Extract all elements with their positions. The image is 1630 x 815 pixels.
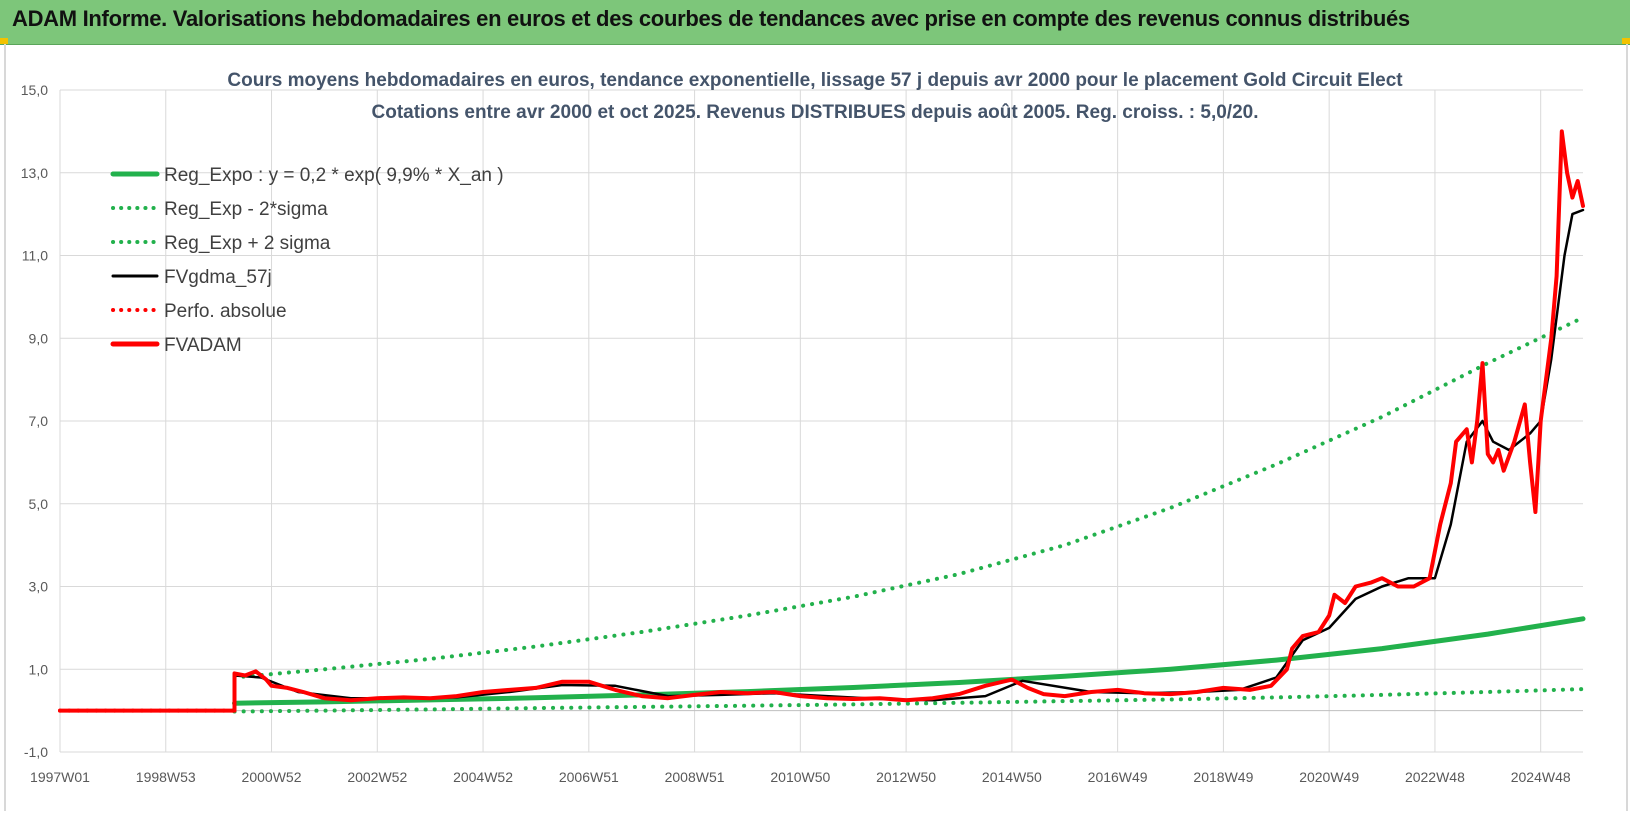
x-tick-label: 1998W53	[136, 769, 196, 785]
chart-frame	[4, 44, 1628, 811]
corner-mark-left	[0, 38, 8, 44]
series-lines	[58, 129, 1586, 714]
series-line	[232, 315, 1585, 680]
x-tick-label: 2012W50	[876, 769, 936, 785]
y-tick-label: 7,0	[29, 413, 49, 429]
legend-label: Reg_Exp - 2*sigma	[164, 199, 328, 220]
x-tick-label: 2018W49	[1193, 769, 1253, 785]
x-tick-label: 2020W49	[1299, 769, 1359, 785]
legend-label: Perfo. absolue	[164, 301, 287, 322]
series-line	[58, 129, 1585, 713]
series-line	[233, 208, 1585, 702]
legend-label: Reg_Expo : y = 0,2 * exp( 9,9% * X_an )	[164, 165, 504, 186]
y-tick-label: 1,0	[29, 661, 49, 677]
series-line	[232, 687, 1585, 714]
x-tick-label: 2022W48	[1405, 769, 1465, 785]
x-tick-label: 2024W48	[1511, 769, 1571, 785]
y-tick-label: 5,0	[29, 496, 49, 512]
y-tick-label: 9,0	[29, 330, 49, 346]
x-tick-label: 2016W49	[1088, 769, 1148, 785]
y-tick-label: 13,0	[21, 165, 48, 181]
y-tick-label: 3,0	[29, 579, 49, 595]
x-tick-label: 2006W51	[559, 769, 619, 785]
x-tick-label: 1997W01	[30, 769, 90, 785]
legend-label: FVgdma_57j	[164, 267, 272, 288]
chart-legend: Reg_Expo : y = 0,2 * exp( 9,9% * X_an ) R…	[110, 165, 504, 356]
series-line	[232, 616, 1586, 706]
y-tick-label: -1,0	[24, 744, 48, 760]
chart-title: Cours moyens hebdomadaires en euros, ten…	[227, 70, 1403, 91]
legend-label: Reg_Exp + 2 sigma	[164, 233, 331, 254]
y-tick-label: 15,0	[21, 82, 48, 98]
y-axis-ticks: 15,0 13,0 11,0 9,0 7,0 5,0 3,0 1,0 -1,0	[21, 82, 48, 760]
x-tick-label: 2002W52	[347, 769, 407, 785]
x-tick-label: 2004W52	[453, 769, 513, 785]
chart-grid	[59, 89, 1583, 753]
x-tick-label: 2014W50	[982, 769, 1042, 785]
x-tick-label: 2010W50	[770, 769, 830, 785]
x-axis-ticks: 1997W01 1998W53 2000W52 2002W52 2004W52 2006W…	[30, 769, 1571, 785]
report-title: ADAM Informe. Valorisations hebdomadaire…	[12, 6, 1410, 31]
chart-subtitle: Cotations entre avr 2000 et oct 2025. Re…	[372, 102, 1259, 123]
report-header: ADAM Informe. Valorisations hebdomadaire…	[0, 0, 1630, 45]
legend-label: FVADAM	[164, 335, 242, 356]
x-tick-label: 2008W51	[665, 769, 725, 785]
x-tick-label: 2000W52	[242, 769, 302, 785]
corner-mark-right	[1622, 38, 1630, 44]
y-tick-label: 11,0	[22, 248, 48, 264]
